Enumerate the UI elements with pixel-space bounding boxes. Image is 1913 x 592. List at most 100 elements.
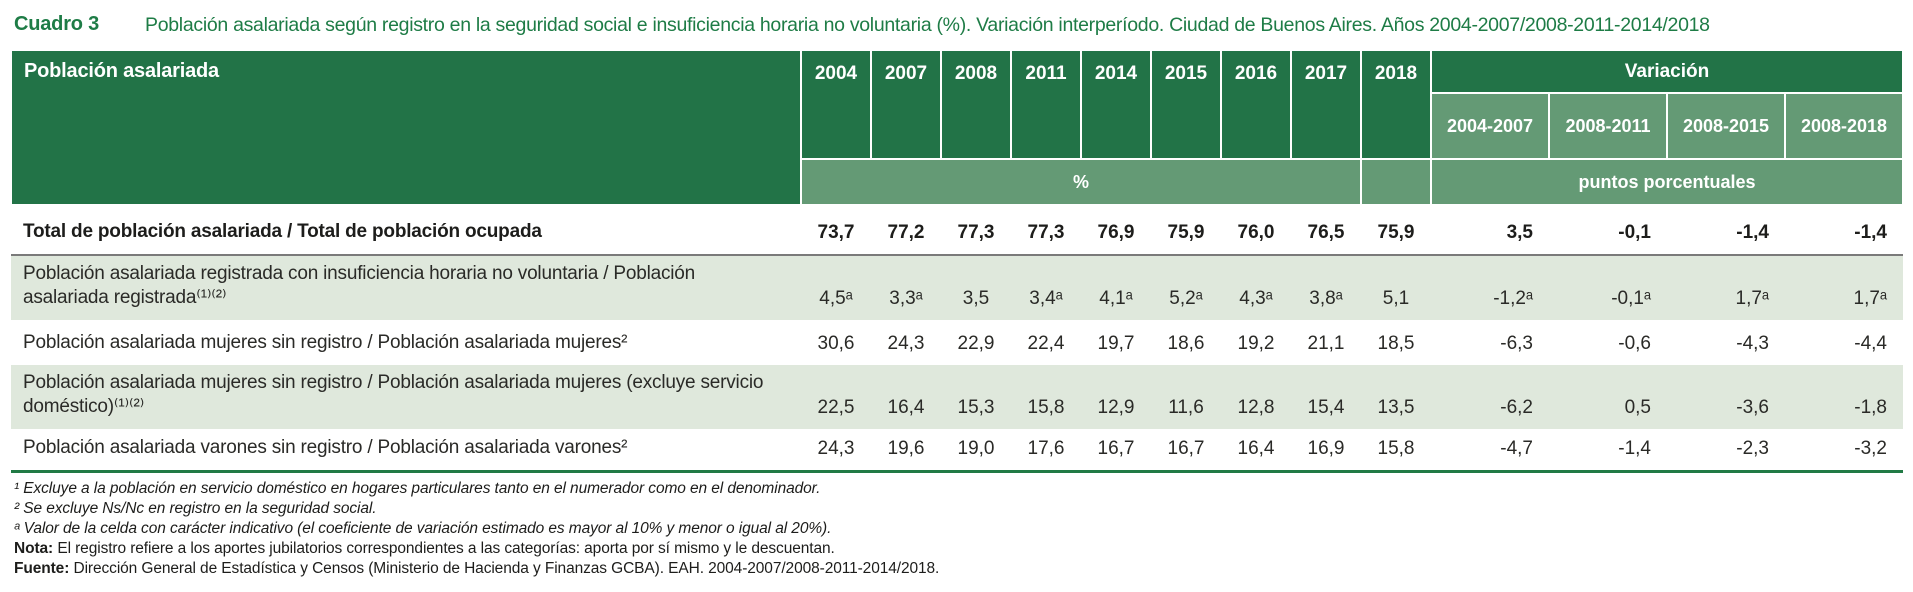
fuente-text: Dirección General de Estadística y Censo… xyxy=(73,559,940,577)
year-value-cell: 75,9 xyxy=(1377,222,1415,243)
variation-value-cell: -4,7 xyxy=(1431,429,1549,473)
row-label: Total de población asalariada / Total de… xyxy=(23,221,542,242)
variation-value-cell: -0,1 xyxy=(1618,222,1651,243)
year-value-cell: 15,8 xyxy=(1361,429,1431,473)
table-number: Cuadro 3 xyxy=(14,13,100,35)
header-row-1: Población asalariada 2004 2007 2008 2011… xyxy=(10,49,1904,206)
table-row-registrada-insuficiencia: Población asalariada registrada con insu… xyxy=(11,254,1903,320)
year-value-cell: 15,8 xyxy=(1027,397,1065,418)
variation-value-cell: -1,2ᵃ xyxy=(1431,254,1549,320)
variation-value-cell: 1,7ᵃ xyxy=(1667,254,1785,320)
variation-value-cell: -6,3 xyxy=(1500,333,1533,354)
column-header-year-2008: 2008 xyxy=(940,49,1012,160)
year-value-cell: 4,3ᵃ xyxy=(1221,254,1291,320)
variation-value-cell: -6,2 xyxy=(1500,397,1533,418)
table-title: Población asalariada según registro en l… xyxy=(145,14,1710,36)
column-header-period-2008-2015: 2008-2015 xyxy=(1666,92,1786,160)
column-header-year-2018: 2018 xyxy=(1360,49,1432,160)
year-value-cell: 21,1 xyxy=(1307,333,1345,354)
footnote-a: ᵃ Valor de la celda con carácter indicat… xyxy=(14,519,832,537)
footnote-2: ² Se excluye Ns/Nc en registro en la seg… xyxy=(14,499,377,517)
column-header-population: Población asalariada xyxy=(10,49,802,206)
year-value-cell: 15,3 xyxy=(957,397,995,418)
variation-value-cell: -3,6 xyxy=(1736,397,1769,418)
column-header-year-2017: 2017 xyxy=(1290,49,1362,160)
variation-value-cell: -4,3 xyxy=(1736,333,1769,354)
nota-label: Nota: xyxy=(14,539,54,557)
year-value-cell: 17,6 xyxy=(1011,429,1081,473)
table-row-total: Total de población asalariada / Total de… xyxy=(11,205,1903,255)
row-label: Población asalariada mujeres sin registr… xyxy=(23,372,764,417)
column-header-year-2016: 2016 xyxy=(1220,49,1292,160)
column-header-period-2004-2007: 2004-2007 xyxy=(1430,92,1550,160)
year-value-cell: 24,3 xyxy=(801,429,871,473)
header-row-2: 2004-2007 2008-2011 2008-2015 2008-2018 xyxy=(11,92,1904,160)
footnote-fuente: Fuente: Dirección General de Estadística… xyxy=(14,559,1913,579)
footnote-1: ¹ Excluye a la población en servicio dom… xyxy=(14,479,821,497)
year-value-cell: 16,7 xyxy=(1151,429,1221,473)
variation-value-cell: -3,2 xyxy=(1785,429,1903,473)
variation-value-cell: 0,5 xyxy=(1624,397,1651,418)
year-value-cell: 75,9 xyxy=(1167,222,1205,243)
row-label: Población asalariada mujeres sin registr… xyxy=(23,332,628,353)
year-value-cell: 13,5 xyxy=(1377,397,1415,418)
fuente-label: Fuente: xyxy=(14,559,70,577)
year-value-cell: 19,2 xyxy=(1237,333,1275,354)
variation-value-cell: 3,5 xyxy=(1506,222,1533,243)
column-header-period-2008-2018: 2008-2018 xyxy=(1784,92,1904,160)
column-header-year-2014: 2014 xyxy=(1080,49,1152,160)
variation-value-cell: -0,6 xyxy=(1618,333,1651,354)
year-value-cell: 22,5 xyxy=(817,397,855,418)
year-value-cell: 4,1ᵃ xyxy=(1081,254,1151,320)
year-value-cell: 19,0 xyxy=(941,429,1011,473)
column-header-year-2015: 2015 xyxy=(1150,49,1222,160)
year-value-cell: 3,5 xyxy=(941,254,1011,320)
nota-text: El registro refiere a los aportes jubila… xyxy=(57,539,835,557)
variation-value-cell: -1,4 xyxy=(1854,222,1887,243)
variation-value-cell: -4,4 xyxy=(1854,333,1887,354)
year-value-cell: 11,6 xyxy=(1168,397,1204,418)
table-header: Población asalariada 2004 2007 2008 2011… xyxy=(10,49,1904,206)
table-row-mujeres-sin-registro: Población asalariada mujeres sin registr… xyxy=(11,320,1903,365)
year-value-cell: 77,3 xyxy=(1027,222,1065,243)
variation-value-cell: 1,7ᵃ xyxy=(1785,254,1903,320)
header-row-3: % puntos porcentuales xyxy=(11,158,1904,206)
year-value-cell: 76,9 xyxy=(1097,222,1135,243)
data-table: Población asalariada 2004 2007 2008 2011… xyxy=(10,49,1904,473)
year-value-cell: 22,4 xyxy=(1027,333,1065,354)
year-value-cell: 18,5 xyxy=(1377,333,1415,354)
year-value-cell: 18,6 xyxy=(1167,333,1205,354)
table-row-mujeres-excluye-domestico: Población asalariada mujeres sin registr… xyxy=(11,365,1903,429)
unit-percentage-points-cell: puntos porcentuales xyxy=(1430,158,1904,206)
year-value-cell: 77,3 xyxy=(957,222,995,243)
year-value-cell: 3,8ᵃ xyxy=(1291,254,1361,320)
year-value-cell: 3,4ᵃ xyxy=(1011,254,1081,320)
year-value-cell: 22,9 xyxy=(957,333,995,354)
unit-empty-cell xyxy=(1360,158,1432,206)
row-label: Población asalariada registrada con insu… xyxy=(11,254,801,320)
year-value-cell: 16,9 xyxy=(1291,429,1361,473)
footnote-nota: Nota: El registro refiere a los aportes … xyxy=(14,539,1913,559)
unit-percent-cell: % xyxy=(800,158,1362,206)
year-value-cell: 19,6 xyxy=(871,429,941,473)
year-value-cell: 73,7 xyxy=(817,222,855,243)
table-body: Total de población asalariada / Total de… xyxy=(11,205,1903,473)
variation-value-cell: -1,8 xyxy=(1854,397,1887,418)
year-value-cell: 5,1 xyxy=(1361,254,1431,320)
column-header-year-2011: 2011 xyxy=(1010,49,1082,160)
variation-value-cell: -1,4 xyxy=(1549,429,1667,473)
year-value-cell: 77,2 xyxy=(887,222,925,243)
year-value-cell: 12,9 xyxy=(1097,397,1135,418)
column-header-period-2008-2011: 2008-2011 xyxy=(1548,92,1668,160)
year-value-cell: 30,6 xyxy=(817,333,855,354)
table-title-block: Cuadro 3 Población asalariada según regi… xyxy=(0,0,1913,38)
year-value-cell: 16,4 xyxy=(1221,429,1291,473)
year-value-cell: 76,0 xyxy=(1237,222,1275,243)
footnotes-block: ¹ Excluye a la población en servicio dom… xyxy=(14,479,1913,579)
year-value-cell: 16,4 xyxy=(887,397,925,418)
year-value-cell: 15,4 xyxy=(1307,397,1345,418)
year-value-cell: 24,3 xyxy=(887,333,925,354)
column-header-year-2007: 2007 xyxy=(870,49,942,160)
column-header-year-2004: 2004 xyxy=(800,49,872,160)
